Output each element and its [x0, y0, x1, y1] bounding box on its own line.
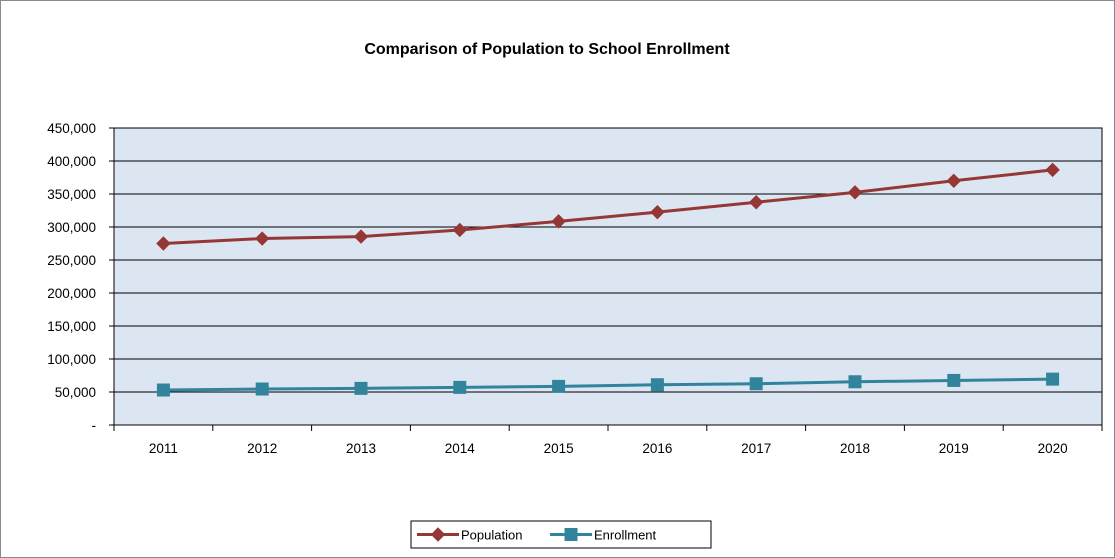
- x-tick-label: 2012: [247, 441, 277, 456]
- y-tick-label: 450,000: [47, 121, 96, 136]
- legend-population-label: Population: [461, 528, 522, 543]
- enrollment-point: [749, 377, 763, 391]
- enrollment-point: [552, 379, 566, 393]
- enrollment-point: [255, 382, 269, 396]
- x-tick-label: 2016: [642, 441, 672, 456]
- x-tick-label: 2013: [346, 441, 376, 456]
- chart-title: Comparison of Population to School Enrol…: [364, 41, 730, 58]
- x-tick-label: 2011: [149, 441, 178, 456]
- population-point: [1045, 162, 1060, 178]
- legend-population-marker: [430, 527, 446, 542]
- y-tick-label: -: [92, 418, 97, 433]
- population-point: [650, 204, 665, 220]
- enrollment-point: [947, 373, 961, 387]
- x-tick-label: 2015: [544, 441, 574, 456]
- population-point: [748, 195, 764, 210]
- y-tick-label: 200,000: [47, 286, 96, 301]
- legend: Population Enrollment: [410, 520, 712, 549]
- population-point: [847, 185, 863, 200]
- y-tick-label: 150,000: [47, 319, 96, 334]
- enrollment-line: [163, 377, 1053, 392]
- population-line: [163, 168, 1053, 245]
- population-point: [551, 214, 566, 229]
- population-point: [452, 222, 468, 238]
- enrollment-point: [354, 381, 368, 395]
- enrollment-point: [848, 375, 862, 389]
- population-point: [254, 231, 270, 246]
- plot-area: - 50,000 100,000 150,000 200,000 250,000 300,0…: [47, 121, 1103, 456]
- y-tick-label: 250,000: [47, 253, 96, 268]
- enrollment-point: [453, 380, 467, 394]
- plot-background: [114, 128, 1102, 425]
- y-tick-label: 50,000: [55, 385, 96, 400]
- y-tick-label: 100,000: [47, 352, 96, 367]
- population-point: [946, 173, 962, 189]
- population-point: [353, 229, 369, 244]
- x-tick-label: 2018: [840, 441, 870, 456]
- x-tick-label: 2014: [445, 441, 476, 456]
- x-tick-label: 2020: [1038, 441, 1068, 456]
- x-tick-label: 2017: [741, 441, 771, 456]
- y-tick-label: 400,000: [47, 154, 96, 169]
- y-tick-label: 300,000: [47, 220, 96, 235]
- legend-enrollment-marker: [564, 528, 578, 541]
- enrollment-point: [650, 378, 664, 392]
- legend-enrollment-label: Enrollment: [594, 528, 657, 543]
- enrollment-point: [156, 383, 170, 397]
- y-tick-label: 350,000: [47, 187, 96, 202]
- x-tick-label: 2019: [939, 441, 969, 456]
- population-point: [156, 236, 171, 251]
- enrollment-point: [1046, 372, 1060, 386]
